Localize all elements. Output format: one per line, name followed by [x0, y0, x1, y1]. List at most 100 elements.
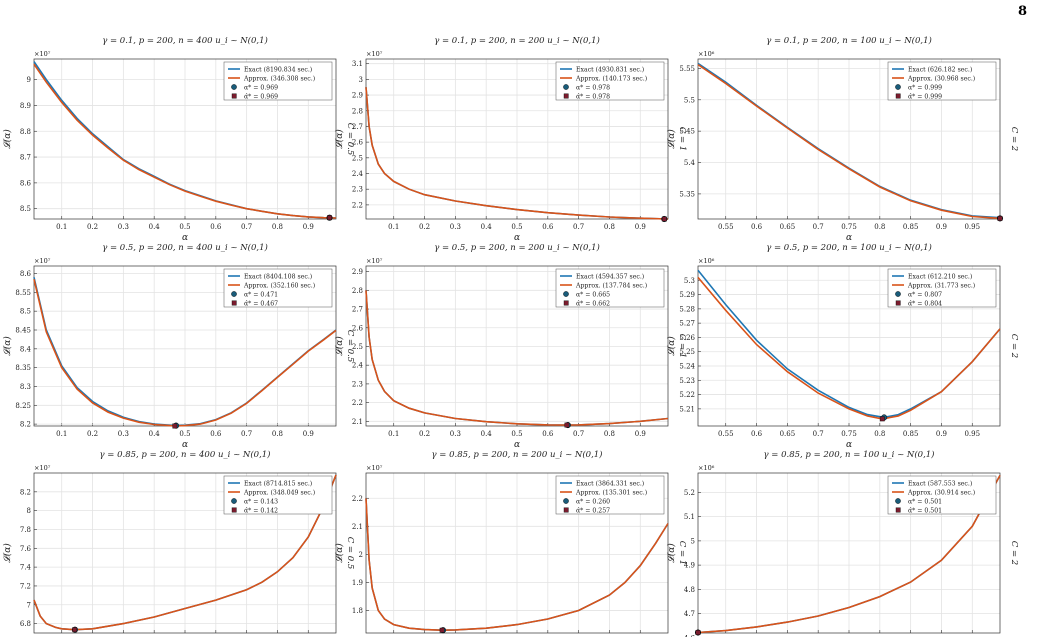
legend-swatch-marker [231, 93, 237, 99]
x-tick-label: 0.8 [604, 223, 615, 231]
chart-title: γ = 0.5, p = 200, n = 100 u_i ~ N(0,1) [766, 242, 932, 253]
legend-box [887, 475, 997, 515]
legend-label: α* = 0.807 [908, 291, 942, 298]
legend-label: Approx. (140.173 sec.) [575, 75, 647, 82]
y-tick-label: 8.7 [20, 154, 31, 162]
y-tick-label: 2.9 [352, 92, 363, 100]
legend: Exact (4930.831 sec.) Approx. (140.173 se… [555, 61, 665, 100]
y-tick-label: 5.29 [679, 291, 695, 299]
series-line-approx [33, 279, 337, 427]
x-tick-label: 0.6 [210, 223, 222, 231]
legend-box [887, 61, 997, 101]
chart-title: γ = 0.85, p = 200, n = 100 u_i ~ N(0,1) [763, 449, 934, 460]
y-axis-label: 𝓛(α) [334, 543, 345, 563]
legend-swatch-marker [895, 84, 901, 90]
series-line-approx [33, 63, 337, 219]
x-tick-label: 0.9 [936, 223, 947, 231]
legend-swatch-marker [563, 84, 569, 90]
y-tick-label: 9 [27, 76, 31, 84]
y-tick-label: 2.5 [352, 154, 363, 162]
axis-exponent: ×10⁶ [698, 464, 715, 472]
axes-frame [365, 472, 669, 634]
legend-swatch-marker [563, 300, 569, 306]
series-line-approx [697, 63, 1001, 220]
y-tick-label: 2.2 [352, 399, 363, 407]
x-tick-label: 0.1 [388, 430, 399, 438]
y-tick-label: 8.8 [20, 128, 31, 136]
legend-label: Approx. (31.773 sec.) [907, 282, 975, 289]
y-tick-label: 8.45 [15, 327, 31, 335]
y-tick-label: 4.6 [684, 634, 696, 637]
x-tick-label: 0.6 [751, 430, 763, 438]
x-tick-label: 0.5 [511, 223, 522, 231]
y-tick-label: 5.35 [679, 190, 695, 198]
legend-swatch-marker [895, 498, 901, 504]
x-axis-label: α [846, 440, 852, 450]
x-tick-label: 0.8 [874, 430, 885, 438]
legend-label: Approx. (352.160 sec.) [243, 282, 315, 289]
side-label: C = 2 [1009, 127, 1019, 151]
legend-swatch-marker [231, 507, 237, 513]
legend-label: Exact (8404.108 sec.) [244, 273, 312, 280]
side-label: C = 0.5 [345, 537, 355, 570]
series-line-approx [365, 290, 669, 426]
x-tick-label: 0.9 [635, 430, 646, 438]
legend-label: Exact (626.182 sec.) [908, 66, 972, 73]
legend-label: α* = 0.501 [908, 498, 942, 505]
y-tick-label: 4.7 [684, 610, 695, 618]
y-axis-label: 𝓛(α) [666, 336, 677, 356]
x-tick-label: 0.4 [149, 223, 161, 231]
y-tick-label: 6.8 [20, 620, 31, 628]
x-axis-label: α [182, 440, 188, 450]
y-tick-label: 8.5 [20, 308, 31, 316]
legend-label: α* = 0.471 [244, 291, 278, 298]
y-axis-label: 𝓛(α) [666, 543, 677, 563]
legend: Exact (3864.331 sec.) Approx. (135.301 se… [555, 475, 665, 514]
y-tick-label: 3 [359, 76, 363, 84]
x-tick-label: 0.6 [542, 223, 554, 231]
x-tick-label: 0.9 [303, 430, 314, 438]
y-tick-label: 5.1 [684, 513, 695, 521]
legend-label: α* = 0.978 [576, 84, 610, 91]
side-label: C = 2 [1009, 334, 1019, 358]
optimum-marker-approx [661, 216, 667, 222]
y-tick-label: 2.8 [352, 107, 363, 115]
x-tick-label: 0.2 [419, 430, 430, 438]
y-tick-label: 5.28 [679, 305, 695, 313]
series-line-approx [365, 87, 669, 220]
legend-swatch-marker [231, 84, 237, 90]
y-tick-label: 8.4 [20, 345, 32, 353]
y-axis-label: 𝓛(α) [666, 129, 677, 149]
chart-panel-7: γ = 0.85, p = 200, n = 400 u_i ~ N(0,1) ×… [2, 449, 355, 634]
legend-label: α* = 0.665 [576, 291, 610, 298]
legend-label: Exact (587.553 sec.) [908, 480, 972, 487]
legend: Exact (612.210 sec.) Approx. (31.773 sec.… [887, 268, 997, 307]
y-axis-label: 𝓛(α) [334, 129, 345, 149]
x-tick-label: 0.8 [874, 223, 885, 231]
series-line-approx [697, 475, 1001, 634]
x-tick-label: 0.6 [751, 223, 763, 231]
legend: Exact (8404.108 sec.) Approx. (352.160 se… [223, 268, 333, 307]
y-tick-label: 1.8 [352, 607, 363, 615]
y-axis-label: 𝓛(α) [2, 336, 13, 356]
y-tick-label: 5.25 [679, 348, 695, 356]
y-tick-label: 8.25 [15, 402, 31, 410]
legend-swatch-marker [563, 93, 569, 99]
chart-title: γ = 0.5, p = 200, n = 400 u_i ~ N(0,1) [102, 242, 268, 253]
y-tick-label: 5.24 [679, 363, 695, 371]
side-label: C = 2 [1009, 541, 1019, 565]
y-tick-label: 4.9 [684, 562, 695, 570]
x-tick-label: 0.85 [903, 223, 919, 231]
legend-swatch-marker [231, 498, 237, 504]
y-tick-label: 2.6 [352, 139, 364, 147]
y-tick-label: 2.7 [352, 306, 363, 314]
x-tick-label: 0.8 [272, 223, 283, 231]
axes-frame [697, 58, 1001, 220]
axes-frame [697, 265, 1001, 427]
x-tick-label: 0.4 [149, 430, 161, 438]
x-tick-label: 0.95 [964, 430, 980, 438]
x-tick-label: 0.75 [841, 223, 857, 231]
legend-label: α̂* = 0.501 [908, 507, 942, 514]
axis-exponent: ×10⁷ [34, 464, 51, 472]
side-label: C = 0.5 [345, 123, 355, 156]
